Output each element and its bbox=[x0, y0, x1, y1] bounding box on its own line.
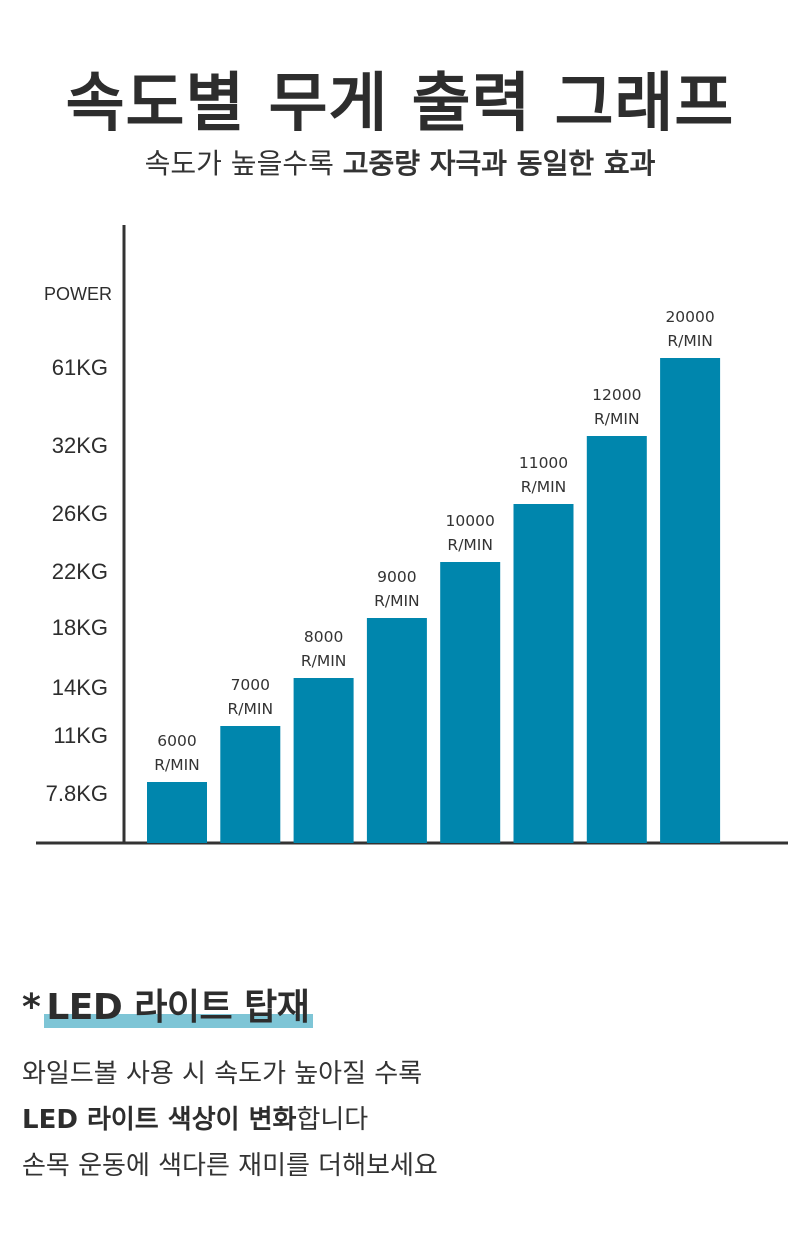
led-heading-text: LED 라이트 탑재 bbox=[46, 987, 310, 1028]
bar-data-label: 6000 bbox=[157, 732, 196, 750]
subtitle-bold: 고중량 자극과 동일한 효과 bbox=[342, 147, 656, 180]
desc-line-3: 손목 운동에 색다른 재미를 더해보세요 bbox=[22, 1151, 438, 1181]
bar-data-label: R/MIN bbox=[154, 756, 200, 774]
bar bbox=[147, 782, 207, 843]
bar-data-label: 12000 bbox=[592, 386, 641, 404]
led-description: 와일드볼 사용 시 속도가 높아질 수록 LED 라이트 색상이 변화합니다 손… bbox=[22, 1056, 438, 1194]
bar-data-label: R/MIN bbox=[521, 478, 567, 496]
y-tick-label: 18KG bbox=[52, 615, 108, 640]
bar-data-label: 9000 bbox=[377, 568, 416, 586]
bar-data-label: 8000 bbox=[304, 628, 343, 646]
y-tick-label: 61KG bbox=[52, 355, 108, 380]
y-ticks: 61KG 32KG 26KG 22KG 18KG 14KG 11KG 7.8KG bbox=[46, 355, 108, 806]
bar-data-label: R/MIN bbox=[447, 536, 493, 554]
y-tick-label: 26KG bbox=[52, 501, 108, 526]
y-tick-label: 22KG bbox=[52, 559, 108, 584]
y-tick-label: 32KG bbox=[52, 433, 108, 458]
chart-title: 속도별 무게 출력 그래프 bbox=[65, 67, 735, 141]
bar bbox=[440, 562, 501, 843]
bar bbox=[220, 726, 281, 843]
bars: 6000 R/MIN 7000 R/MIN 8000 R/MIN 9000 R/MIN 1000… bbox=[147, 308, 721, 843]
bar-chart: POWER 61KG32KG26KG22KG18KG14KG11KG7.8KG … bbox=[36, 225, 788, 845]
bar bbox=[293, 678, 354, 843]
bar-data-label: 20000 bbox=[665, 308, 714, 326]
y-tick-label: 11KG bbox=[53, 723, 108, 748]
chart-subtitle: 속도가 높을수록 고중량 자극과 동일한 효과 bbox=[0, 142, 800, 182]
asterisk-icon: * bbox=[22, 987, 41, 1028]
desc-line-2: LED 라이트 색상이 변화합니다 bbox=[22, 1102, 438, 1138]
subtitle-plain: 속도가 높을수록 bbox=[144, 147, 343, 180]
bar-data-label: 11000 bbox=[519, 454, 568, 472]
y-tick-label: 14KG bbox=[52, 675, 108, 700]
bar-data-label: R/MIN bbox=[594, 410, 640, 428]
bar-data-label: R/MIN bbox=[228, 700, 274, 718]
bar bbox=[586, 436, 647, 843]
bar bbox=[366, 618, 427, 843]
y-axis-label: POWER bbox=[44, 284, 112, 304]
bar bbox=[660, 358, 721, 843]
bar-data-label: 7000 bbox=[231, 676, 270, 694]
desc-line-2-bold: LED 라이트 색상이 변화 bbox=[22, 1105, 297, 1135]
bar-data-label: R/MIN bbox=[301, 652, 347, 670]
y-tick-label: 7.8KG bbox=[46, 781, 108, 806]
led-heading-highlight: LED 라이트 탑재 bbox=[44, 978, 314, 1030]
led-heading: * LED 라이트 탑재 bbox=[22, 978, 314, 1030]
bar-data-label: R/MIN bbox=[374, 592, 420, 610]
bar-data-label: R/MIN bbox=[667, 332, 713, 350]
desc-line-2-rest: 합니다 bbox=[296, 1105, 369, 1135]
desc-line-1: 와일드볼 사용 시 속도가 높아질 수록 bbox=[22, 1059, 423, 1089]
bar bbox=[513, 504, 574, 843]
bar-data-label: 10000 bbox=[446, 512, 495, 530]
